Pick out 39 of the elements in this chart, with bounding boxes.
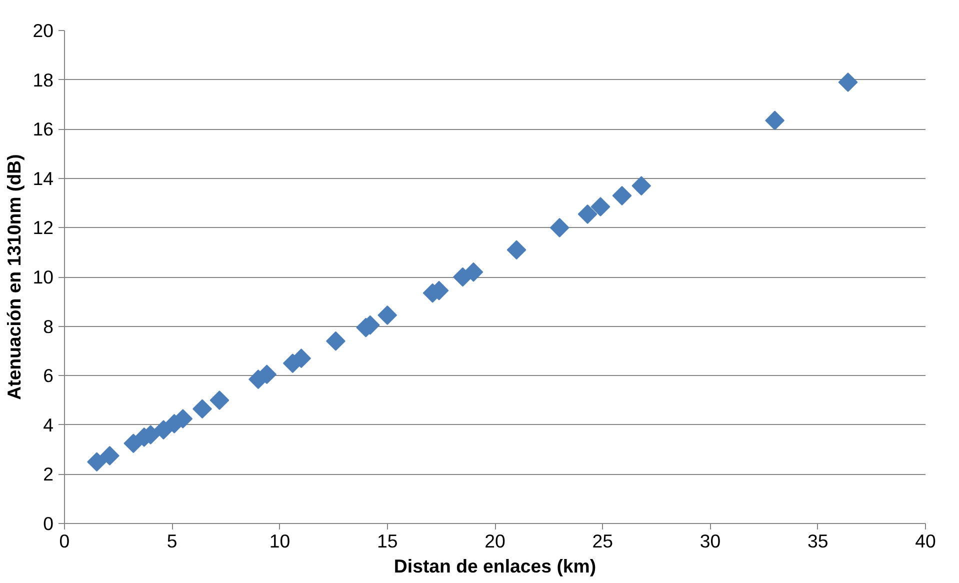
point xyxy=(590,197,610,216)
y-tick-label: 2 xyxy=(43,464,54,485)
x-tick-label: 40 xyxy=(915,530,936,552)
y-axis-title: Atenuación en 1310nm (dB) xyxy=(4,154,25,400)
point xyxy=(838,72,858,92)
x-tick-label: 10 xyxy=(269,530,290,552)
point xyxy=(100,446,120,466)
point xyxy=(612,186,632,206)
point xyxy=(464,262,484,282)
x-tick-label: 0 xyxy=(59,530,70,552)
point xyxy=(550,218,570,238)
point xyxy=(210,390,230,410)
point xyxy=(632,176,652,196)
point xyxy=(192,399,212,419)
y-tick-label: 8 xyxy=(43,316,54,337)
x-tick-label: 35 xyxy=(808,530,828,552)
x-tick-label: 15 xyxy=(377,530,398,552)
y-tick-label: 4 xyxy=(43,414,54,436)
point xyxy=(87,452,106,472)
point xyxy=(124,434,144,454)
x-tick-label: 25 xyxy=(592,530,614,552)
x-axis-title: Distan de enlaces (km) xyxy=(394,556,596,576)
x-tick-label: 5 xyxy=(166,530,178,552)
point xyxy=(378,306,398,325)
y-tick-label: 18 xyxy=(32,69,54,90)
x-tick-label: 20 xyxy=(484,530,506,552)
y-tick-label: 12 xyxy=(32,217,54,238)
y-tick-label: 14 xyxy=(32,168,54,189)
y-tick-label: 10 xyxy=(32,266,54,288)
x-tick-label: 30 xyxy=(700,530,721,552)
point xyxy=(506,240,526,260)
y-tick-label: 6 xyxy=(43,365,54,386)
point xyxy=(765,110,785,130)
y-tick-label: 0 xyxy=(43,513,54,534)
y-tick-label: 20 xyxy=(32,20,54,41)
point xyxy=(326,331,346,351)
point xyxy=(578,204,598,224)
y-tick-label: 16 xyxy=(32,118,54,140)
point xyxy=(154,420,174,440)
